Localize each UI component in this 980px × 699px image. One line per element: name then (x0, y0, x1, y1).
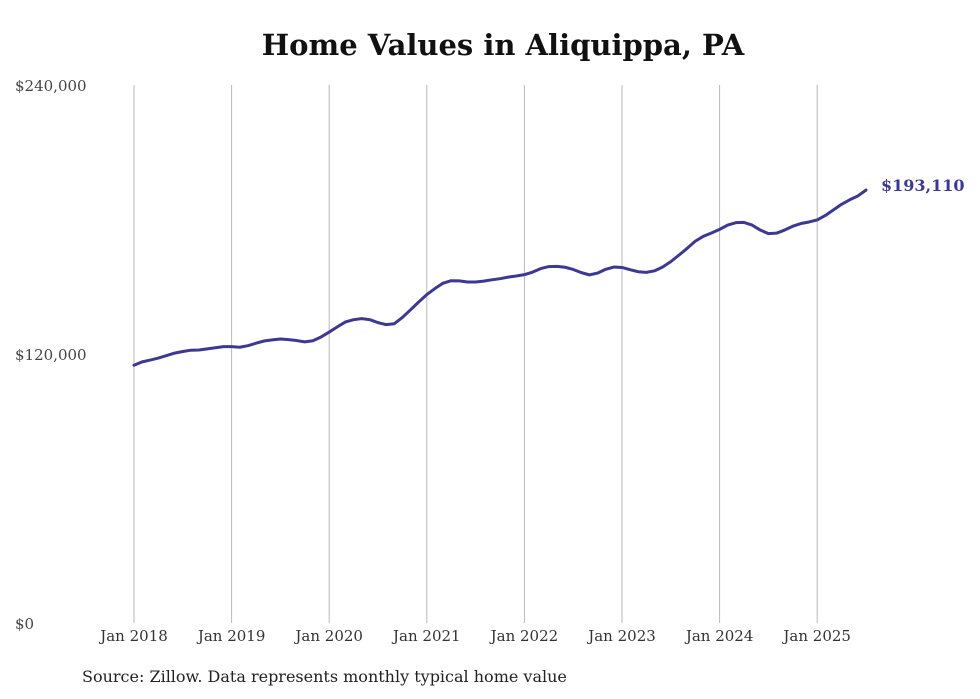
x-tick-label: Jan 2018 (98, 627, 168, 645)
series-line (132, 188, 868, 367)
y-tick-label: $120,000 (15, 346, 87, 364)
end-value-label: $193,110 (881, 176, 965, 195)
x-tick-label: Jan 2021 (391, 627, 461, 645)
y-tick-label: $0 (15, 615, 34, 633)
y-tick-label: $240,000 (15, 77, 87, 95)
x-tick-label: Jan 2024 (684, 627, 754, 645)
x-tick-label: Jan 2019 (196, 627, 266, 645)
x-tick-label: Jan 2023 (586, 627, 656, 645)
x-tick-label: Jan 2025 (781, 627, 851, 645)
x-tick-label: Jan 2022 (489, 627, 559, 645)
source-note: Source: Zillow. Data represents monthly … (82, 667, 567, 686)
x-tick-label: Jan 2020 (293, 627, 363, 645)
chart-title: Home Values in Aliquippa, PA (261, 28, 745, 62)
